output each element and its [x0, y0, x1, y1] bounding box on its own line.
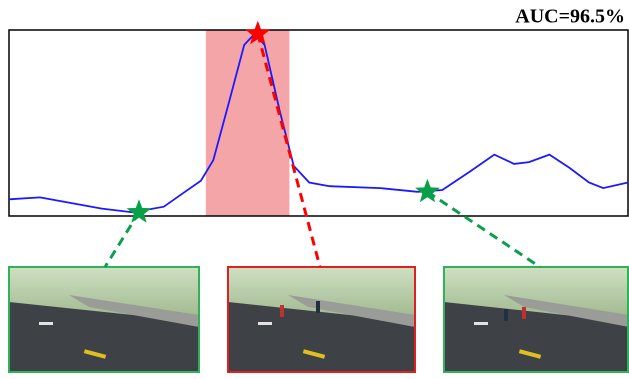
thumbnail: [8, 266, 200, 373]
link-line: [426, 190, 541, 269]
thumbnail: [227, 266, 416, 373]
line: [8, 32, 629, 214]
shaded-region: [205, 30, 290, 216]
chart-title: AUC=96.5%: [515, 6, 625, 28]
plot-frame: [8, 29, 629, 217]
star-marker: [415, 178, 440, 203]
link-line: [103, 211, 141, 268]
thumbnail: [443, 266, 629, 373]
star-marker: [245, 20, 271, 45]
star-marker: [126, 199, 152, 223]
link-line: [256, 33, 322, 268]
